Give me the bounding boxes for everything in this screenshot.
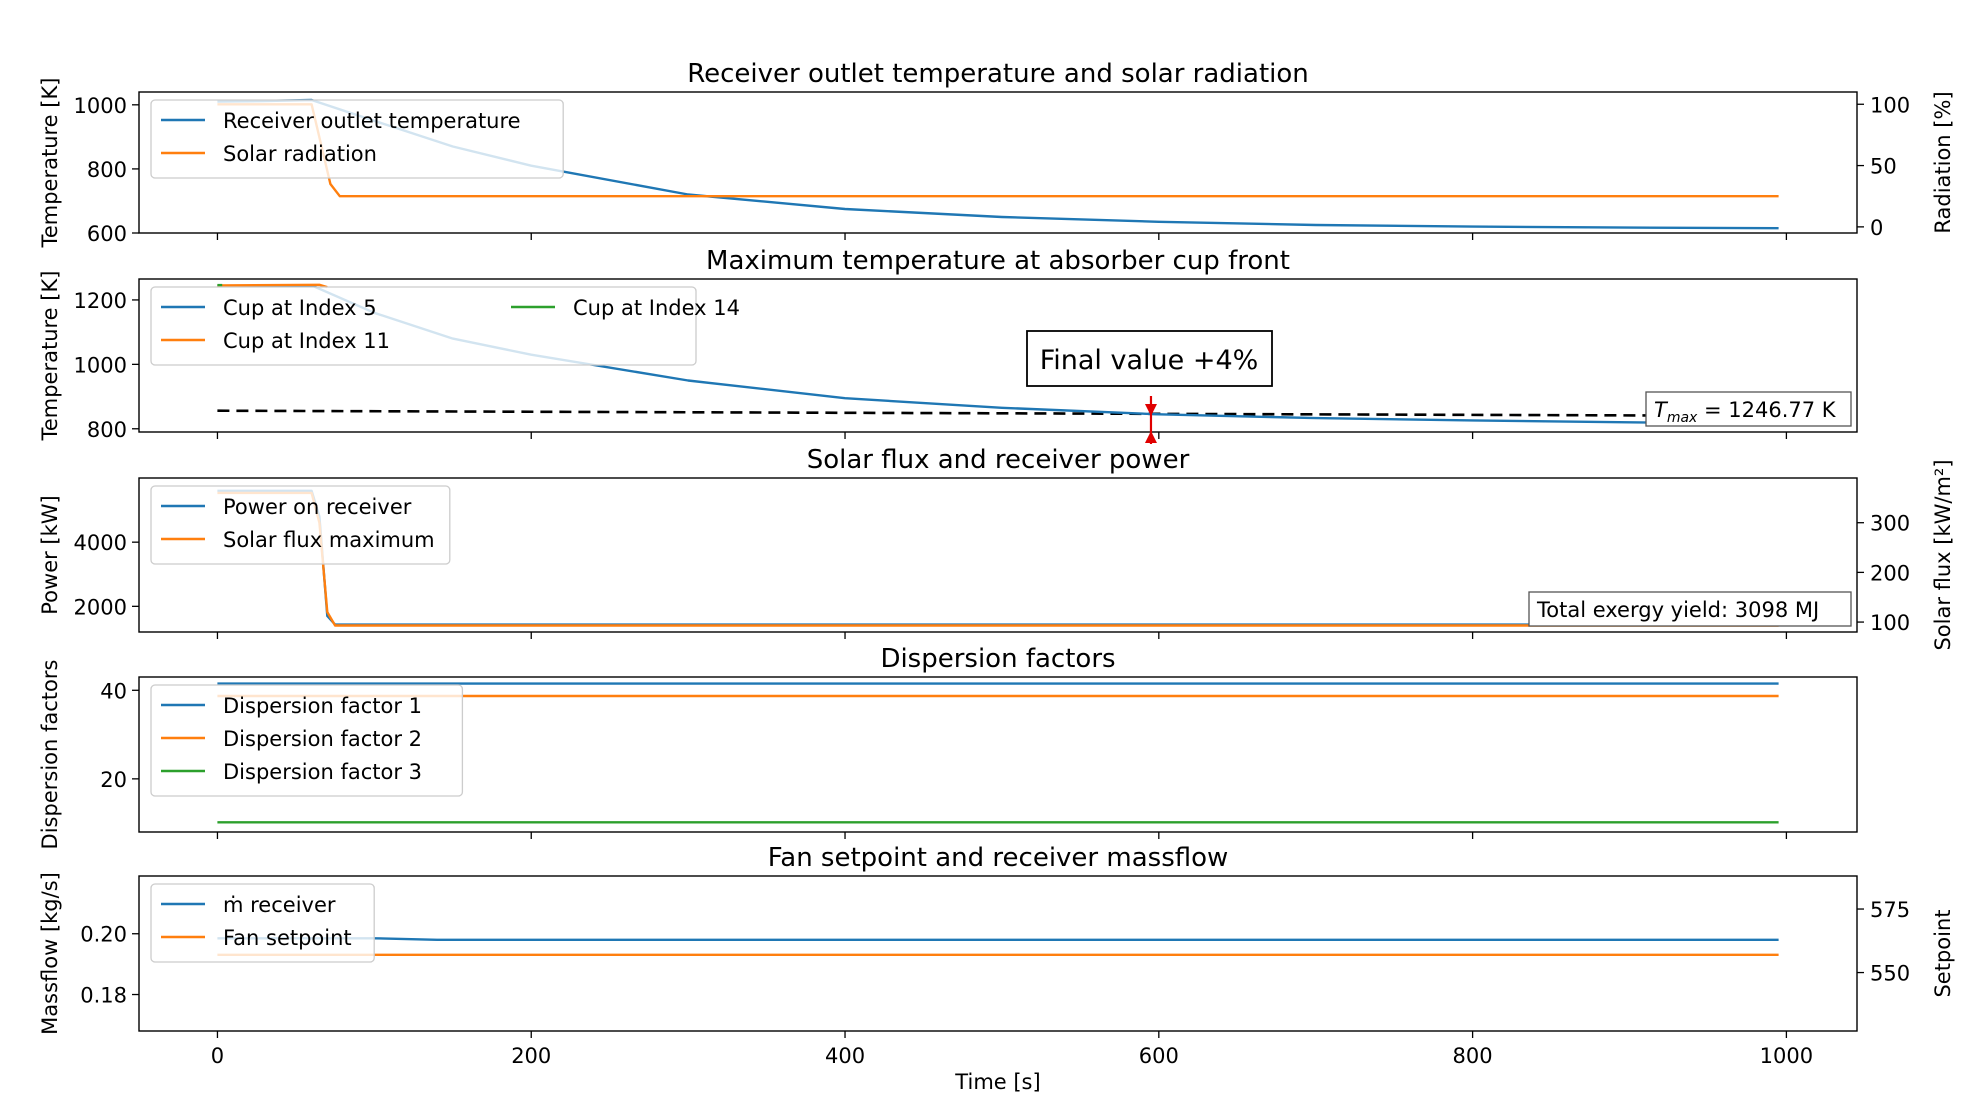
y2-tick-label: 575 [1870,898,1910,922]
panel-4: Dispersion factors 20 40 Dispersion factors… [38,644,1858,850]
y-axis-label: Power [kW] [38,495,62,614]
svg-text:Final value +4%: Final value +4% [1040,345,1259,376]
panel-1: Receiver outlet temperature and solar ra… [38,59,1955,248]
y-tick-label: 1000 [74,94,127,118]
reference-line [217,409,1779,418]
y-tick-label: 1200 [74,289,127,313]
y-axis-label: Temperature [K] [38,271,62,442]
y-axis-label: Massflow [kg/s] [38,872,62,1035]
y-tick-label: 40 [100,679,127,703]
series-line-1 [217,937,1779,941]
legend-label: Dispersion factor 3 [223,760,422,784]
legend-label: Power on receiver [223,495,412,519]
info-textbox: Total exergy yield: 3098 MJ [1528,591,1852,627]
x-tick-label: 200 [511,1044,551,1068]
legend-label: Dispersion factor 1 [223,694,422,718]
y-tick-label: 4000 [74,531,127,555]
info-textbox: Tmax = 1246.77 K [1645,391,1852,427]
svg-text:Tmax = 1246.77 K: Tmax = 1246.77 K [1654,398,1837,426]
y2-tick-label: 100 [1870,611,1910,635]
y-tick-label: 0.18 [80,984,127,1008]
y-axis-label: Temperature [K] [38,78,62,249]
y2-tick-label: 100 [1870,93,1910,117]
x-tick-label: 600 [1139,1044,1179,1068]
y-tick-label: 600 [87,222,127,246]
plot-frame [138,676,1858,833]
legend: Dispersion factor 1 Dispersion factor 2 Di… [150,684,464,797]
y2-axis-label: Solar flux [kW/m²] [1931,459,1955,650]
panel-3: Solar flux and receiver power 2000 4000 Pow… [38,445,1955,651]
y2-tick-label: 300 [1870,512,1910,536]
y2-tick-label: 0 [1870,216,1883,240]
final-value-annotation: Final value +4% [1026,330,1273,444]
legend-label: Solar flux maximum [223,528,435,552]
legend-label: Cup at Index 14 [573,296,740,320]
x-tick-label: 800 [1453,1044,1493,1068]
panel-title: Maximum temperature at absorber cup fron… [706,246,1290,276]
legend: Cup at Index 5 Cup at Index 11 Cup at Inde… [150,286,740,366]
legend-label: Solar radiation [223,142,377,166]
legend: Power on receiver Solar flux maximum [150,485,451,565]
y2-tick-label: 200 [1870,561,1910,585]
x-tick-label: 400 [825,1044,865,1068]
x-axis: 0 200 400 600 800 1000 Time [s] [211,1044,1813,1094]
legend: ṁ receiver Fan setpoint [150,883,375,963]
y-tick-label: 800 [87,418,127,442]
panel-title: Receiver outlet temperature and solar ra… [687,59,1309,89]
legend: Receiver outlet temperature Solar radiati… [150,99,564,179]
y2-axis-label: Setpoint [1931,909,1955,997]
y-axis-label: Dispersion factors [38,660,62,850]
y-tick-label: 1000 [74,353,127,377]
plot-frame [138,91,1858,234]
y-tick-label: 0.20 [80,923,127,947]
y2-tick-label: 50 [1870,155,1897,179]
panel-title: Fan setpoint and receiver massflow [768,843,1229,873]
legend-label: Dispersion factor 2 [223,727,422,751]
legend-label: Fan setpoint [223,926,352,950]
plot-frame [138,477,1858,633]
legend-label: Cup at Index 11 [223,329,390,353]
plot-frame [138,278,1858,433]
y2-tick-label: 550 [1870,962,1910,986]
x-tick-label: 1000 [1760,1044,1813,1068]
y-tick-label: 20 [100,768,127,792]
y-tick-label: 2000 [74,595,127,619]
y2-axis-label: Radiation [%] [1931,91,1955,233]
panel-2: Maximum temperature at absorber cup fron… [38,246,1858,442]
x-tick-label: 0 [211,1044,224,1068]
y-tick-label: 800 [87,158,127,182]
svg-text:Total exergy yield: 3098 MJ: Total exergy yield: 3098 MJ [1536,598,1819,622]
series-line-2 [217,283,328,289]
plot-frame [138,875,1858,1032]
panel-title: Solar flux and receiver power [807,445,1190,475]
panel-5: Fan setpoint and receiver massflow 0.18 0.… [38,843,1955,1038]
legend-label: Receiver outlet temperature [223,109,521,133]
x-axis-label: Time [s] [954,1070,1040,1094]
panel-title: Dispersion factors [880,644,1115,674]
legend-label: ṁ receiver [223,893,336,917]
legend-label: Cup at Index 5 [223,296,377,320]
